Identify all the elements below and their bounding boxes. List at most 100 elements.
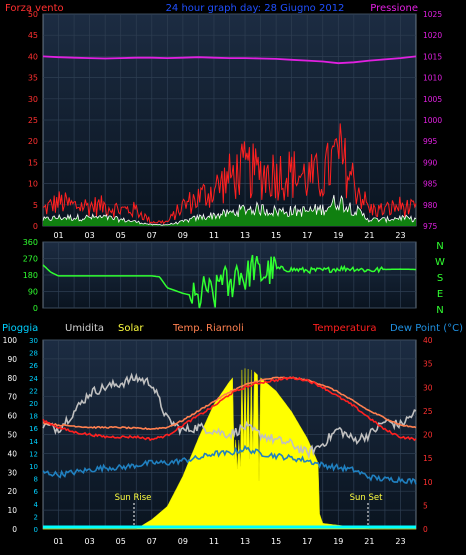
pressure-tick-label: 1010 bbox=[423, 74, 442, 83]
humidity-tick-label: 70 bbox=[7, 393, 17, 402]
compass-n-bottom: N bbox=[436, 305, 443, 316]
humidity-tick-label: 80 bbox=[7, 374, 17, 383]
x-tick-label: 15 bbox=[271, 537, 281, 546]
wind-tick-label: 50 bbox=[28, 10, 38, 19]
compass-e: E bbox=[437, 289, 443, 300]
humidity-tick-label: 20 bbox=[7, 487, 17, 496]
x-tick-label: 05 bbox=[116, 537, 126, 546]
x-tick-label: 03 bbox=[85, 537, 95, 546]
humidity-tick-label: 50 bbox=[7, 431, 17, 440]
wind-tick-label: 10 bbox=[28, 180, 38, 189]
humidity-tick-label: 40 bbox=[7, 449, 17, 458]
pressure-tick-label: 1015 bbox=[423, 52, 442, 61]
x-tick-label: 09 bbox=[178, 231, 188, 240]
dew-point-line bbox=[42, 444, 417, 485]
legend-solar: Solar bbox=[118, 323, 144, 334]
x-tick-label: 11 bbox=[209, 231, 219, 240]
rain-tick-label: 24 bbox=[29, 375, 38, 383]
legend-temp-riarnoli: Temp. Riarnoli bbox=[172, 323, 244, 334]
pressure-tick-label: 985 bbox=[423, 180, 438, 189]
compass-s: S bbox=[437, 273, 443, 284]
pressure-tick-label: 990 bbox=[423, 158, 438, 167]
rain-tick-label: 6 bbox=[34, 488, 39, 496]
humidity-line bbox=[42, 372, 417, 460]
x-tick-label: 01 bbox=[53, 231, 63, 240]
compass-n-top: N bbox=[436, 241, 443, 252]
wind-tick-label: 30 bbox=[28, 95, 38, 104]
x-tick-label: 13 bbox=[240, 231, 250, 240]
x-tick-label: 05 bbox=[116, 231, 126, 240]
rain-tick-label: 14 bbox=[29, 438, 38, 446]
temperature-tick-label: 35 bbox=[423, 360, 433, 369]
wind-gust-line bbox=[42, 123, 417, 225]
x-tick-label: 19 bbox=[333, 537, 343, 546]
rain-tick-label: 18 bbox=[29, 413, 38, 421]
legend-temperatura: Temperatura bbox=[312, 323, 377, 334]
direction-tick-label: 270 bbox=[23, 255, 38, 264]
humidity-tick-label: 0 bbox=[12, 525, 17, 534]
wind-axis-title: Forza vento bbox=[5, 3, 64, 14]
chart-title: 24 hour graph day: 28 Giugno 2012 bbox=[166, 3, 345, 14]
temperature-tick-label: 5 bbox=[423, 501, 428, 510]
humidity-tick-label: 10 bbox=[7, 506, 17, 515]
temp-riarnoli-line bbox=[42, 376, 417, 431]
wind-tick-label: 15 bbox=[28, 158, 38, 167]
temperature-tick-label: 25 bbox=[423, 407, 433, 416]
humidity-tick-label: 30 bbox=[7, 468, 17, 477]
humidity-tick-label: 60 bbox=[7, 412, 17, 421]
direction-tick-label: 360 bbox=[23, 238, 38, 247]
tick-labels: 0510152025303540455097598098599099510001… bbox=[3, 10, 443, 546]
rain-tick-label: 2 bbox=[34, 513, 38, 521]
humidity-tick-label: 100 bbox=[3, 336, 18, 345]
temperature-tick-label: 0 bbox=[423, 525, 428, 534]
rain-tick-label: 10 bbox=[29, 463, 38, 471]
x-tick-label: 21 bbox=[364, 537, 374, 546]
pressure-line bbox=[42, 55, 417, 65]
pressure-tick-label: 980 bbox=[423, 201, 438, 210]
legend-pioggia: Pioggia bbox=[2, 323, 38, 334]
series-marks bbox=[42, 55, 417, 530]
direction-tick-label: 0 bbox=[33, 304, 38, 313]
x-tick-label: 19 bbox=[333, 231, 343, 240]
temperature-tick-label: 40 bbox=[423, 336, 433, 345]
rain-tick-label: 20 bbox=[29, 400, 38, 408]
pressure-tick-label: 995 bbox=[423, 137, 438, 146]
x-tick-label: 03 bbox=[85, 231, 95, 240]
wind-tick-label: 35 bbox=[28, 74, 38, 83]
temperature-tick-label: 15 bbox=[423, 454, 433, 463]
legend-dew-point: Dew Point (°C) bbox=[390, 323, 463, 334]
x-tick-label: 13 bbox=[240, 537, 250, 546]
x-tick-label: 23 bbox=[395, 231, 405, 240]
x-tick-label: 21 bbox=[364, 231, 374, 240]
wind-tick-label: 25 bbox=[28, 116, 38, 125]
sunrise-label: Sun Rise bbox=[115, 493, 152, 503]
temperatura-line bbox=[42, 376, 417, 442]
rain-tick-label: 30 bbox=[29, 337, 38, 345]
direction-tick-label: 90 bbox=[28, 288, 38, 297]
rain-tick-label: 4 bbox=[34, 501, 39, 509]
x-tick-label: 17 bbox=[302, 231, 312, 240]
sunset-label: Sun Set bbox=[350, 493, 383, 503]
rain-tick-label: 12 bbox=[29, 450, 38, 458]
x-tick-label: 15 bbox=[271, 231, 281, 240]
wind-avg-line bbox=[42, 194, 417, 226]
direction-tick-label: 180 bbox=[23, 271, 38, 280]
wind-tick-label: 40 bbox=[28, 52, 38, 61]
temperature-tick-label: 30 bbox=[423, 383, 433, 392]
wind-avg-area bbox=[43, 195, 416, 226]
pressure-tick-label: 1025 bbox=[423, 10, 442, 19]
pressure-axis-title: Pressione bbox=[370, 3, 418, 14]
pressure-tick-label: 1000 bbox=[423, 116, 442, 125]
x-tick-label: 23 bbox=[395, 537, 405, 546]
rain-tick-label: 22 bbox=[29, 387, 38, 395]
rain-tick-label: 0 bbox=[34, 526, 38, 534]
x-tick-label: 11 bbox=[209, 537, 219, 546]
legend-umidita: Umidita bbox=[65, 323, 104, 334]
x-tick-label: 01 bbox=[53, 537, 63, 546]
rain-tick-label: 26 bbox=[29, 362, 38, 370]
humidity-tick-label: 90 bbox=[7, 355, 17, 364]
x-tick-label: 07 bbox=[147, 231, 157, 240]
pressure-tick-label: 975 bbox=[423, 222, 438, 231]
pressure-tick-label: 1005 bbox=[423, 95, 442, 104]
